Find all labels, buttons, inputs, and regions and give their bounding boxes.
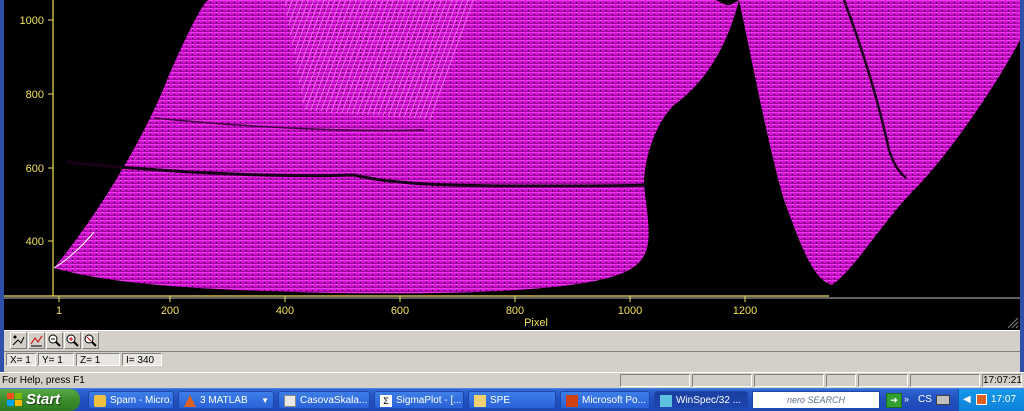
y-tick-label: 400	[26, 236, 44, 248]
scale-icon	[12, 335, 25, 346]
plot-canvas: 1000 800 600 400 1 200 400 600 800 1000 …	[4, 0, 1020, 329]
window-frame-right	[1020, 0, 1024, 372]
spectrum-3d-plot[interactable]: 1000 800 600 400 1 200 400 600 800 1000 …	[4, 0, 1020, 330]
coord-y: Y= 1	[38, 353, 74, 366]
autoscale-icon	[30, 335, 43, 347]
ridge-line-right	[842, 0, 907, 179]
status-panel	[754, 374, 824, 387]
coord-z: Z= 1	[76, 353, 120, 366]
taskbar-item-powerpoint[interactable]: Microsoft Po...	[560, 391, 650, 409]
x-tick-label: 400	[276, 305, 294, 317]
ridge-line-700	[153, 117, 425, 132]
zoom-reset-button[interactable]	[82, 332, 99, 349]
y-tick-label: 1000	[20, 15, 44, 27]
plot-toolbar	[4, 330, 1020, 351]
zoom-reset-icon	[84, 334, 97, 347]
cursor-coordinates-bar: X= 1 Y= 1 Z= 1 I= 340	[4, 351, 1020, 368]
window-frame-left	[0, 0, 4, 372]
language-indicator[interactable]: CS	[918, 394, 932, 405]
matlab-icon	[184, 395, 196, 407]
status-panel	[910, 374, 980, 387]
x-tick-label: 1	[56, 305, 62, 317]
start-label: Start	[26, 391, 61, 408]
x-tick-label: 800	[506, 305, 524, 317]
taskbar-item-winspec[interactable]: WinSpec/32 ...	[654, 391, 748, 409]
task-label: SigmaPlot - [...	[396, 395, 462, 406]
system-tray: ◀ 17:07	[958, 389, 1024, 411]
task-label: Microsoft Po...	[582, 395, 646, 406]
x-tick-label: 1000	[618, 305, 642, 317]
taskbar-item-casovaskala[interactable]: CasovaSkala...	[278, 391, 370, 409]
coord-x: X= 1	[6, 353, 36, 366]
taskbar-clock[interactable]: 17:07	[991, 394, 1017, 405]
winspec-icon	[660, 395, 672, 407]
tray-arrow-icon[interactable]: ◀	[963, 394, 971, 405]
status-panel	[826, 374, 856, 387]
task-label: WinSpec/32 ...	[676, 395, 742, 406]
status-time: 17:07:21	[982, 374, 1022, 387]
windows-flag-icon	[7, 393, 22, 406]
spectrum-surface-right	[739, 0, 1020, 285]
status-panel	[858, 374, 908, 387]
coord-intensity: I= 340	[122, 353, 162, 366]
status-panel	[620, 374, 690, 387]
autoscale-button[interactable]	[28, 332, 45, 349]
x-axis-label: Pixel	[524, 317, 548, 329]
sigmaplot-icon: Σ	[380, 395, 392, 407]
task-label: 3 MATLAB	[200, 395, 248, 406]
chevron-right-icon[interactable]: »	[904, 394, 910, 404]
outlook-icon	[94, 395, 106, 407]
resize-grip-icon[interactable]	[1007, 317, 1019, 329]
y-tick-label: 600	[26, 163, 44, 175]
x-tick-label: 1200	[733, 305, 757, 317]
chevron-down-icon: ▼	[261, 396, 269, 405]
task-label: SPE	[490, 395, 511, 406]
status-panel	[692, 374, 752, 387]
zoom-out-button[interactable]	[46, 332, 63, 349]
zoom-in-icon	[66, 334, 79, 347]
keyboard-icon[interactable]	[936, 395, 950, 405]
status-help-text: For Help, press F1	[2, 375, 85, 386]
windows-taskbar: Start Spam - Micro... 3 MATLAB ▼ CasovaS…	[0, 388, 1024, 411]
x-tick-label: 600	[391, 305, 409, 317]
start-button[interactable]: Start	[0, 389, 80, 411]
network-icon[interactable]	[976, 394, 987, 405]
document-icon	[284, 395, 296, 407]
status-bar: For Help, press F1 17:07:21	[0, 372, 1024, 389]
y-tick-label: 800	[26, 89, 44, 101]
go-arrow-icon[interactable]: ➔	[886, 393, 902, 408]
taskbar-item-outlook[interactable]: Spam - Micro...	[88, 391, 174, 409]
ridge-line-600	[65, 160, 647, 188]
taskbar-item-matlab[interactable]: 3 MATLAB ▼	[178, 391, 274, 409]
nero-search-box[interactable]: nero SEARCH	[752, 391, 880, 409]
spectrum-surface-main	[54, 0, 739, 294]
taskbar-item-sigmaplot[interactable]: Σ SigmaPlot - [...	[374, 391, 464, 409]
task-label: CasovaSkala...	[300, 395, 368, 406]
scale-button[interactable]	[10, 332, 27, 349]
surface-edge-left	[53, 231, 95, 269]
zoom-in-button[interactable]	[64, 332, 81, 349]
zoom-out-icon	[48, 334, 61, 347]
spectrum-streaks	[284, 0, 474, 120]
powerpoint-icon	[566, 395, 578, 407]
task-label: Spam - Micro...	[110, 395, 174, 406]
folder-icon	[474, 395, 486, 407]
taskbar-item-spe[interactable]: SPE	[468, 391, 556, 409]
winspec-window: 1000 800 600 400 1 200 400 600 800 1000 …	[0, 0, 1024, 372]
x-tick-label: 200	[161, 305, 179, 317]
